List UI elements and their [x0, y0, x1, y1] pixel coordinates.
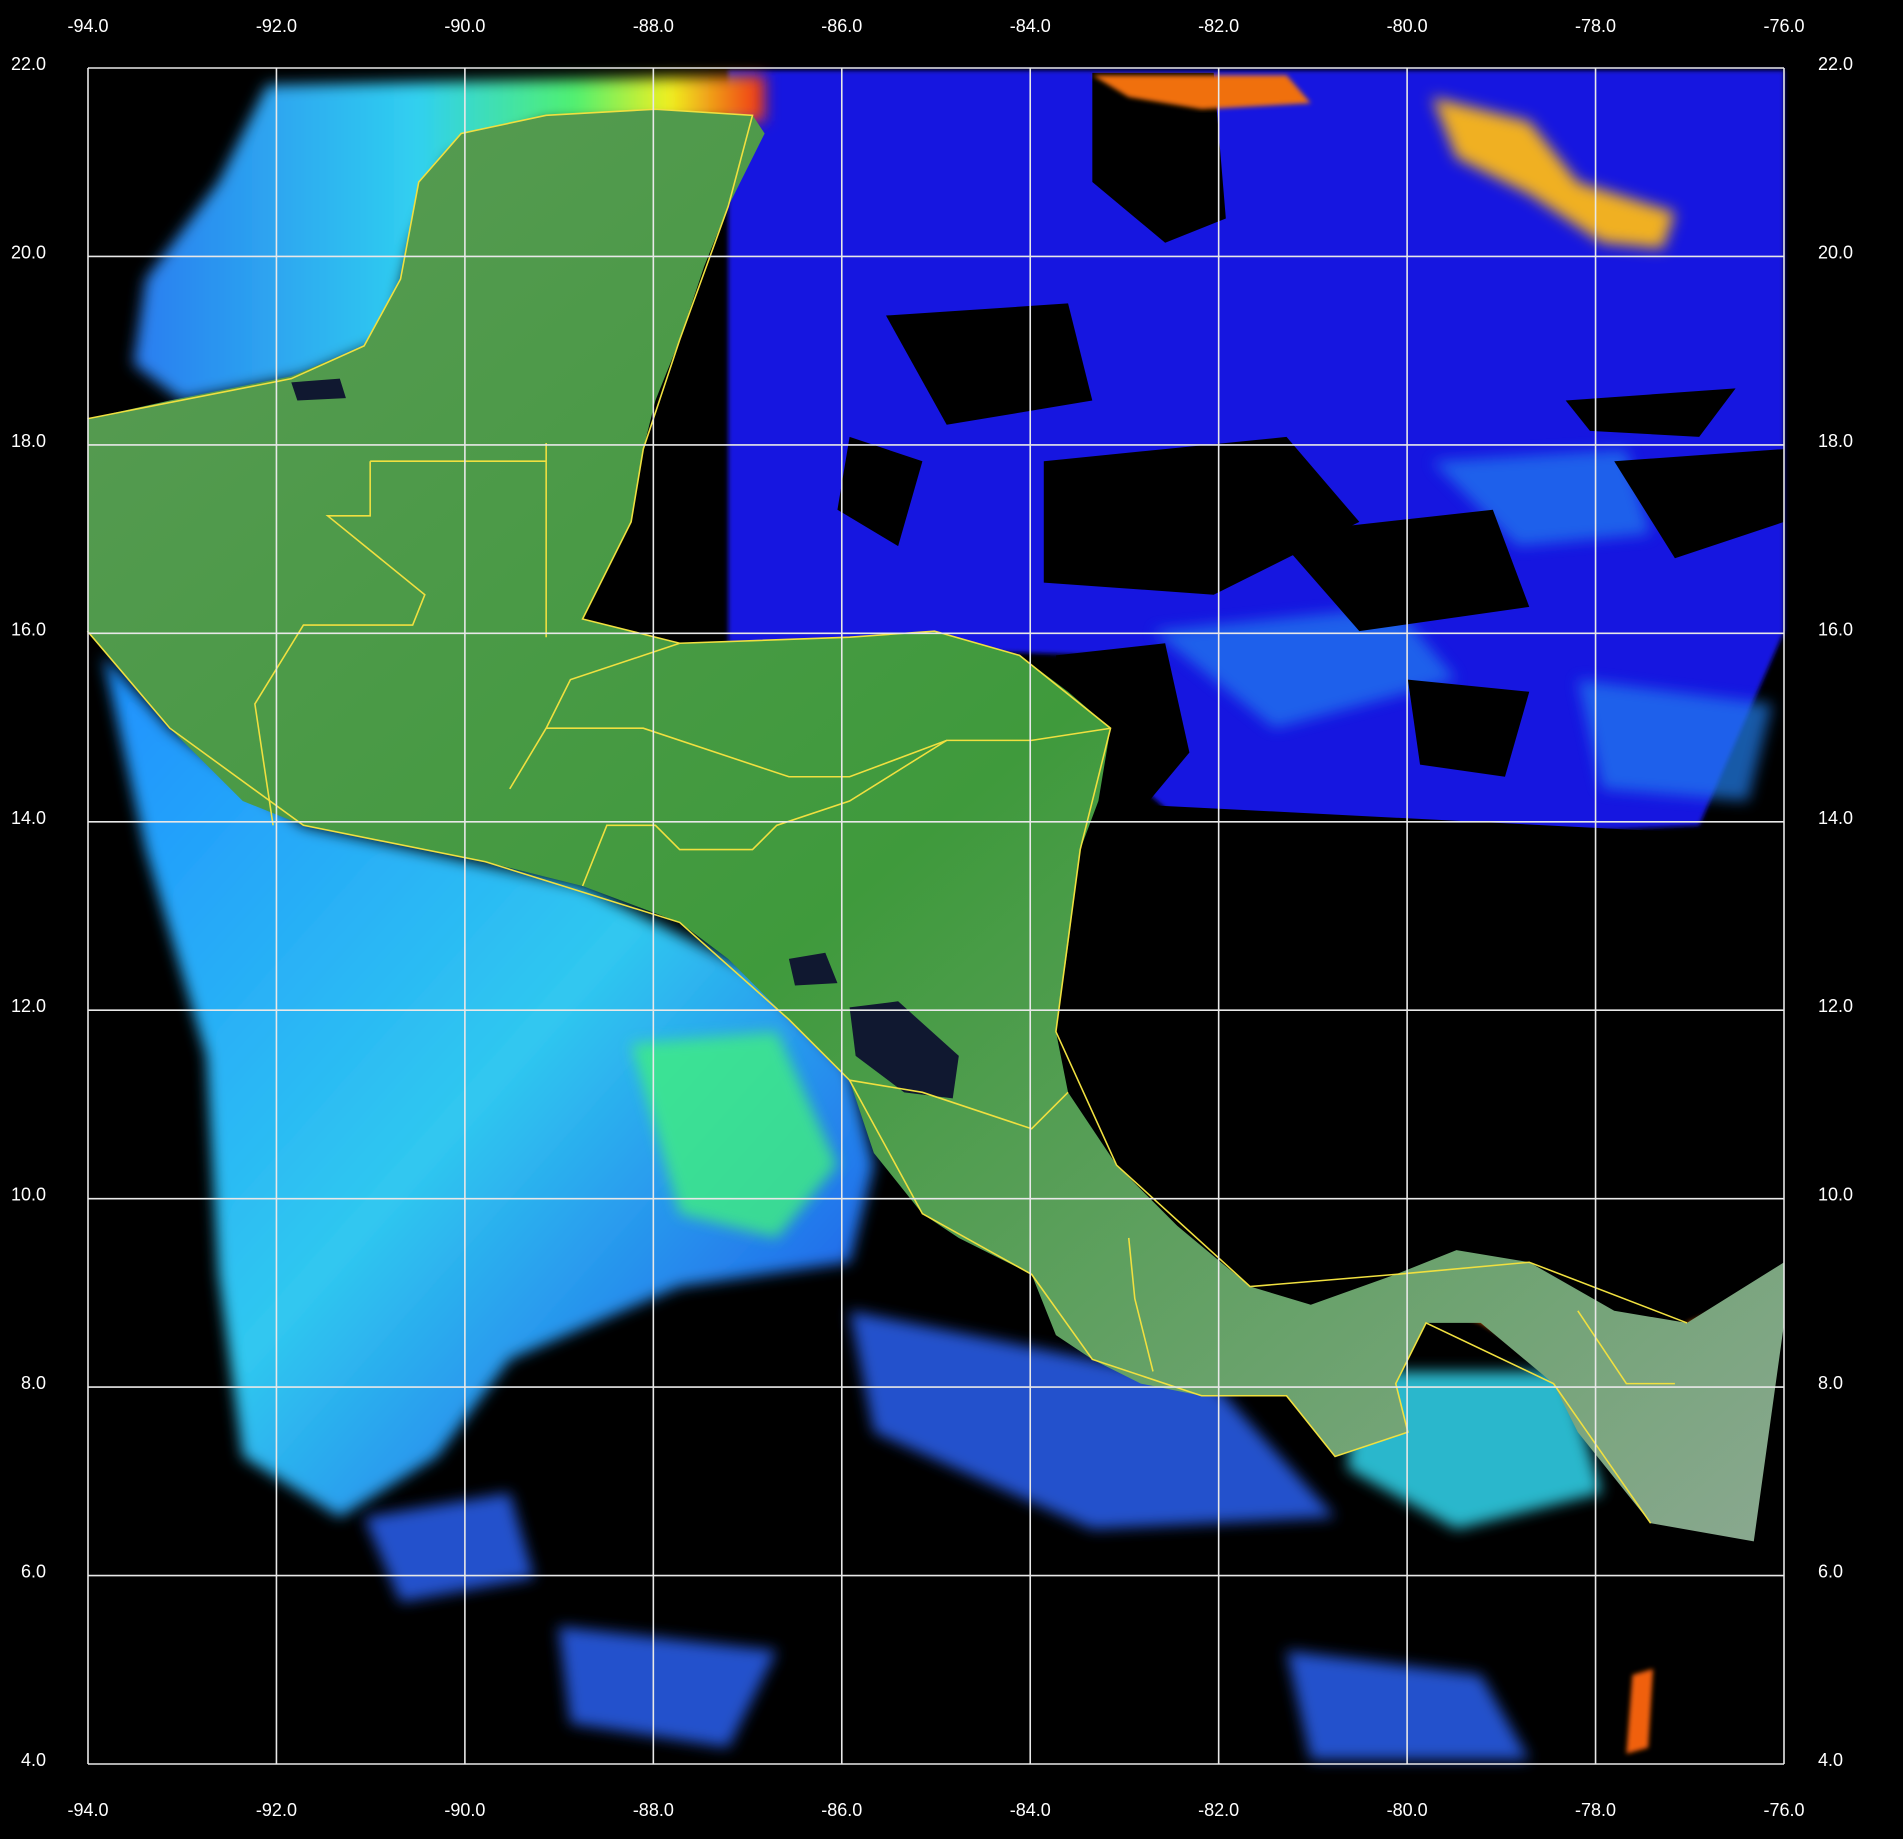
longitude-label-top: -94.0 [67, 16, 108, 36]
longitude-label-top: -88.0 [633, 16, 674, 36]
caribbean-cyan-patches [1153, 449, 1773, 802]
pacific-green-bloom [631, 1031, 838, 1238]
country-borders [86, 108, 1688, 1524]
latitude-label-left: 22.0 [11, 54, 46, 74]
longitude-label-top: -78.0 [1575, 16, 1616, 36]
longitude-label-top: -82.0 [1198, 16, 1239, 36]
longitude-label-top: -76.0 [1763, 16, 1804, 36]
longitude-label-top: -92.0 [256, 16, 297, 36]
latitude-label-left: 18.0 [11, 431, 46, 451]
latitude-label-left: 16.0 [11, 619, 46, 639]
lake-peten [291, 378, 346, 401]
longitude-label-bottom: -82.0 [1198, 1800, 1239, 1820]
longitude-label-top: -84.0 [1010, 16, 1051, 36]
pacific-ocean-chlorophyll [103, 655, 874, 1518]
panama-gulf-cyan [1347, 1371, 1603, 1530]
lat-lon-grid [87, 67, 1785, 1765]
central-america-landmass [87, 109, 1785, 1542]
latitude-label-right: 14.0 [1818, 808, 1853, 828]
gulf-shelf-chlorophyll [133, 75, 765, 401]
longitude-label-top: -90.0 [444, 16, 485, 36]
latitude-label-right: 16.0 [1818, 619, 1853, 639]
cloud-gaps [837, 72, 1785, 1287]
lake-managua [788, 952, 838, 986]
latitude-label-left: 10.0 [11, 1185, 46, 1205]
latitude-label-right: 8.0 [1818, 1373, 1843, 1393]
longitude-label-bottom: -78.0 [1575, 1800, 1616, 1820]
latitude-label-left: 4.0 [21, 1750, 46, 1770]
latitude-label-left: 20.0 [11, 242, 46, 262]
longitude-label-bottom: -76.0 [1763, 1800, 1804, 1820]
pacific-south-patches [364, 1310, 1530, 1760]
latitude-label-right: 6.0 [1818, 1562, 1843, 1582]
longitude-label-bottom: -92.0 [256, 1800, 297, 1820]
longitude-label-bottom: -94.0 [67, 1800, 108, 1820]
lake-nicaragua [849, 1001, 959, 1099]
latitude-label-left: 6.0 [21, 1562, 46, 1582]
latitude-label-left: 8.0 [21, 1373, 46, 1393]
latitude-label-right: 10.0 [1818, 1185, 1853, 1205]
latitude-label-right: 12.0 [1818, 996, 1853, 1016]
longitude-label-bottom: -90.0 [444, 1800, 485, 1820]
latitude-label-left: 14.0 [11, 808, 46, 828]
north-cuba-shelf [1432, 97, 1675, 249]
longitude-label-top: -86.0 [821, 16, 862, 36]
latitude-label-right: 4.0 [1818, 1750, 1843, 1770]
longitude-label-bottom: -86.0 [821, 1800, 862, 1820]
imagery-layer [86, 70, 1785, 1760]
cuba-coastal-strip [1092, 75, 1311, 110]
latitude-label-right: 18.0 [1818, 431, 1853, 451]
tick-labels: -94.0 -94.0 -92.0 -92.0 -90.0 -90.0 -88.0 -88.0… [11, 16, 1853, 1820]
latitude-label-right: 22.0 [1818, 54, 1853, 74]
latitude-label-right: 20.0 [1818, 242, 1853, 262]
longitude-label-bottom: -84.0 [1010, 1800, 1051, 1820]
latitude-label-left: 12.0 [11, 996, 46, 1016]
longitude-label-bottom: -88.0 [633, 1800, 674, 1820]
longitude-label-bottom: -80.0 [1387, 1800, 1428, 1820]
longitude-label-top: -80.0 [1387, 16, 1428, 36]
